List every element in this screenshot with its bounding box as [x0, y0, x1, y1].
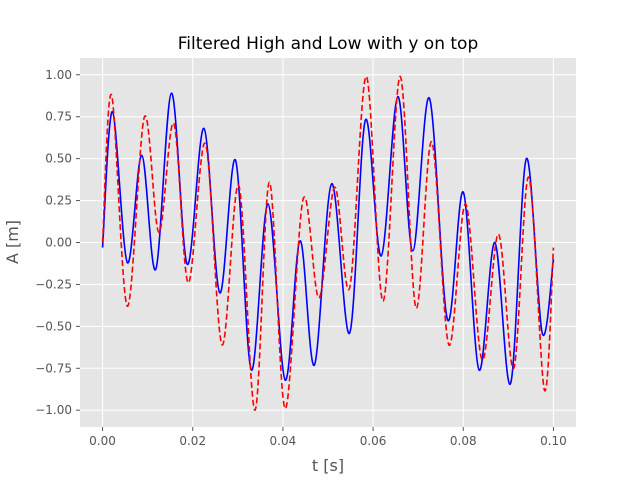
y-tick-label: 0.50 — [45, 152, 72, 166]
y-tick-label: −0.50 — [35, 319, 72, 333]
series — [101, 75, 555, 412]
x-tick-label: 0.04 — [270, 434, 297, 448]
y-tick-label: −0.25 — [35, 277, 72, 291]
tick-labels: 0.00 0.02 0.04 0.06 0.08 0.10 −1.00 −0.75 −0.50 −… — [35, 68, 567, 448]
y-tick-label: 1.00 — [45, 68, 72, 82]
x-tick-label: 0.08 — [450, 434, 477, 448]
x-tick-label: 0.06 — [360, 434, 387, 448]
y-tick-label: −1.00 — [35, 403, 72, 417]
y-tick-label: 0.25 — [45, 194, 72, 208]
series-line-red-dashed — [101, 75, 555, 412]
y-tick-label: 0.00 — [45, 236, 72, 250]
series-line-blue-solid — [101, 92, 555, 385]
x-tick-label: 0.10 — [540, 434, 567, 448]
y-axis-label: A [m] — [3, 220, 22, 264]
y-tick-label: 0.75 — [45, 110, 72, 124]
x-axis-label: t [s] — [312, 456, 344, 475]
chart-title: Filtered High and Low with y on top — [178, 34, 479, 54]
y-tick-label: −0.75 — [35, 361, 72, 375]
x-tick-label: 0.00 — [89, 434, 116, 448]
x-tick-label: 0.02 — [179, 434, 206, 448]
